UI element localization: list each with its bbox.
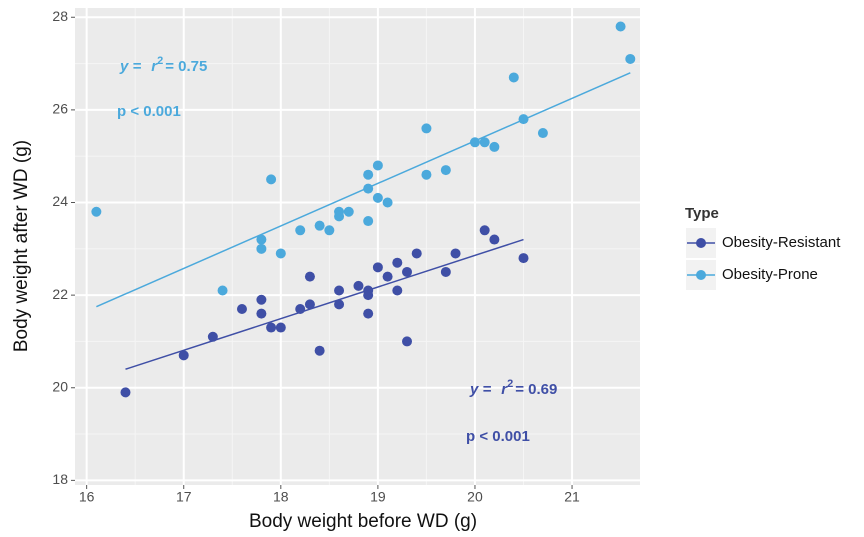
- r-symbol: r: [501, 381, 508, 398]
- r-squared-label: y = r2 = 0.69: [469, 378, 557, 398]
- y-tick-label: 26: [52, 101, 68, 117]
- fit-line: [125, 238, 524, 370]
- point: [625, 53, 636, 64]
- point: [382, 197, 393, 208]
- x-tick-label: 16: [79, 489, 95, 505]
- point: [217, 285, 228, 296]
- p-value-label: p < 0.001: [117, 103, 181, 120]
- point: [266, 322, 277, 333]
- r-value: = 0.75: [165, 58, 207, 75]
- point: [479, 137, 490, 148]
- r-symbol: r: [151, 58, 158, 75]
- point: [256, 308, 267, 319]
- equation: y =: [119, 58, 142, 75]
- point: [411, 248, 422, 259]
- point: [295, 304, 306, 315]
- y-tick-label: 18: [52, 471, 68, 487]
- x-tick-label: 21: [564, 489, 580, 505]
- point: [353, 280, 364, 291]
- plot-background: [75, 8, 640, 485]
- point: [421, 123, 432, 134]
- point: [295, 225, 306, 236]
- x-tick-label: 18: [273, 489, 289, 505]
- point: [266, 174, 277, 185]
- point: [275, 322, 286, 333]
- point: [343, 206, 354, 217]
- r-value: = 0.69: [515, 381, 557, 398]
- point: [178, 350, 189, 361]
- p-value-label: p < 0.001: [466, 428, 530, 445]
- r-squared-label: y = r2 = 0.75: [119, 55, 207, 75]
- x-tick-label: 19: [370, 489, 386, 505]
- point: [363, 308, 374, 319]
- point: [363, 169, 374, 180]
- point: [120, 387, 131, 398]
- point: [392, 257, 403, 268]
- point: [479, 225, 490, 236]
- legend-label: Obesity-Prone: [722, 266, 818, 283]
- point: [256, 234, 267, 245]
- point: [275, 248, 286, 259]
- point: [256, 294, 267, 305]
- r-exponent: 2: [507, 378, 513, 390]
- point: [304, 299, 315, 310]
- point: [440, 266, 451, 277]
- point: [421, 169, 432, 180]
- point: [91, 206, 102, 217]
- point: [440, 165, 451, 176]
- point: [363, 183, 374, 194]
- point: [334, 299, 345, 310]
- y-tick-label: 24: [52, 193, 68, 209]
- y-tick-label: 28: [52, 8, 68, 24]
- point: [372, 262, 383, 273]
- x-axis-title: Body weight before WD (g): [249, 511, 477, 532]
- point: [537, 128, 548, 139]
- x-tick-label: 20: [467, 489, 483, 505]
- point: [334, 285, 345, 296]
- point: [518, 253, 529, 264]
- point: [508, 72, 519, 83]
- point: [334, 211, 345, 222]
- point: [236, 304, 247, 315]
- point: [402, 266, 413, 277]
- point: [372, 160, 383, 171]
- r-exponent: 2: [157, 55, 163, 67]
- legend-label: Obesity-Resistant: [722, 234, 841, 251]
- y-tick-label: 20: [52, 378, 68, 394]
- legend-title: Type: [685, 205, 719, 222]
- point: [207, 331, 218, 342]
- point: [489, 234, 500, 245]
- point: [314, 220, 325, 231]
- point: [615, 21, 626, 32]
- point: [324, 225, 335, 236]
- equation: y =: [469, 381, 492, 398]
- y-tick-label: 22: [52, 286, 68, 302]
- point: [372, 192, 383, 203]
- point: [256, 243, 267, 254]
- point: [304, 271, 315, 282]
- point: [518, 114, 529, 125]
- point: [314, 345, 325, 356]
- point: [382, 271, 393, 282]
- point: [363, 216, 374, 227]
- legend-marker: [696, 270, 706, 280]
- y-axis-title: Body weight after WD (g): [11, 140, 32, 352]
- point: [363, 290, 374, 301]
- point: [450, 248, 461, 259]
- legend-marker: [696, 238, 706, 248]
- point: [402, 336, 413, 347]
- point: [469, 137, 480, 148]
- x-tick-label: 17: [176, 489, 192, 505]
- point: [489, 141, 500, 152]
- point: [392, 285, 403, 296]
